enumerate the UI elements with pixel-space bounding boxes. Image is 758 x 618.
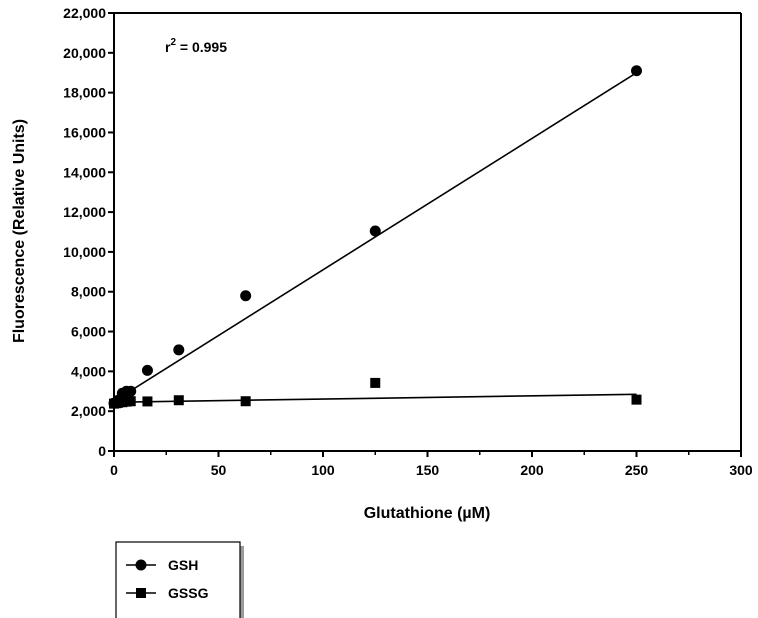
y-tick-label: 0 <box>98 443 106 459</box>
gssg-point <box>370 377 381 388</box>
y-tick-label: 2,000 <box>71 403 106 419</box>
gsh-legend-marker <box>135 559 147 571</box>
x-tick-label: 300 <box>729 462 753 478</box>
x-tick-label: 100 <box>311 462 335 478</box>
y-tick-label: 16,000 <box>63 124 106 140</box>
y-tick-label: 14,000 <box>63 164 106 180</box>
y-tick-label: 6,000 <box>71 324 106 340</box>
gsh-point <box>173 344 185 356</box>
legend-box <box>115 541 241 618</box>
x-tick-label: 0 <box>110 462 118 478</box>
gssg-point <box>240 396 251 407</box>
gsh-point <box>369 225 381 237</box>
r-squared-annotation: r2 = 0.995 <box>165 37 227 55</box>
data-points <box>108 65 642 409</box>
x-tick-label: 150 <box>416 462 440 478</box>
gsh-point <box>240 290 252 302</box>
gsh-point <box>631 65 642 77</box>
gssg-point <box>142 396 153 407</box>
gssg-point <box>125 396 136 407</box>
y-tick-label: 12,000 <box>63 204 106 220</box>
gsh-point <box>141 364 153 376</box>
gssg-point <box>631 394 642 405</box>
y-tick-label: 20,000 <box>63 45 106 61</box>
y-axis-title: Fluorescence (Relative Units) <box>11 119 28 343</box>
y-tick-label: 18,000 <box>63 85 106 101</box>
gssg-fit-line <box>113 393 637 404</box>
y-tick-label: 8,000 <box>71 284 106 300</box>
y-tick-label: 4,000 <box>71 363 106 379</box>
x-axis-title: Glutathione (µM) <box>364 505 491 522</box>
fit-lines <box>113 72 637 404</box>
gsh-fit-line <box>113 72 637 402</box>
r-squared-superscript: 2 <box>170 37 176 48</box>
legend: GSH GSSG <box>115 541 244 618</box>
gssg-legend-label: GSSG <box>168 585 209 601</box>
y-tick-label: 22,000 <box>63 5 106 21</box>
axes: 0 2,000 4,000 6,000 8,000 10,000 12,000 14,000 1… <box>63 5 753 478</box>
gsh-point <box>125 385 137 397</box>
gssg-legend-marker <box>136 588 146 598</box>
x-tick-label: 200 <box>520 462 544 478</box>
gsh-legend-label: GSH <box>168 557 198 573</box>
y-tick-label: 10,000 <box>63 244 106 260</box>
x-tick-label: 250 <box>625 462 649 478</box>
gssg-point <box>173 395 184 406</box>
x-tick-label: 50 <box>211 462 227 478</box>
